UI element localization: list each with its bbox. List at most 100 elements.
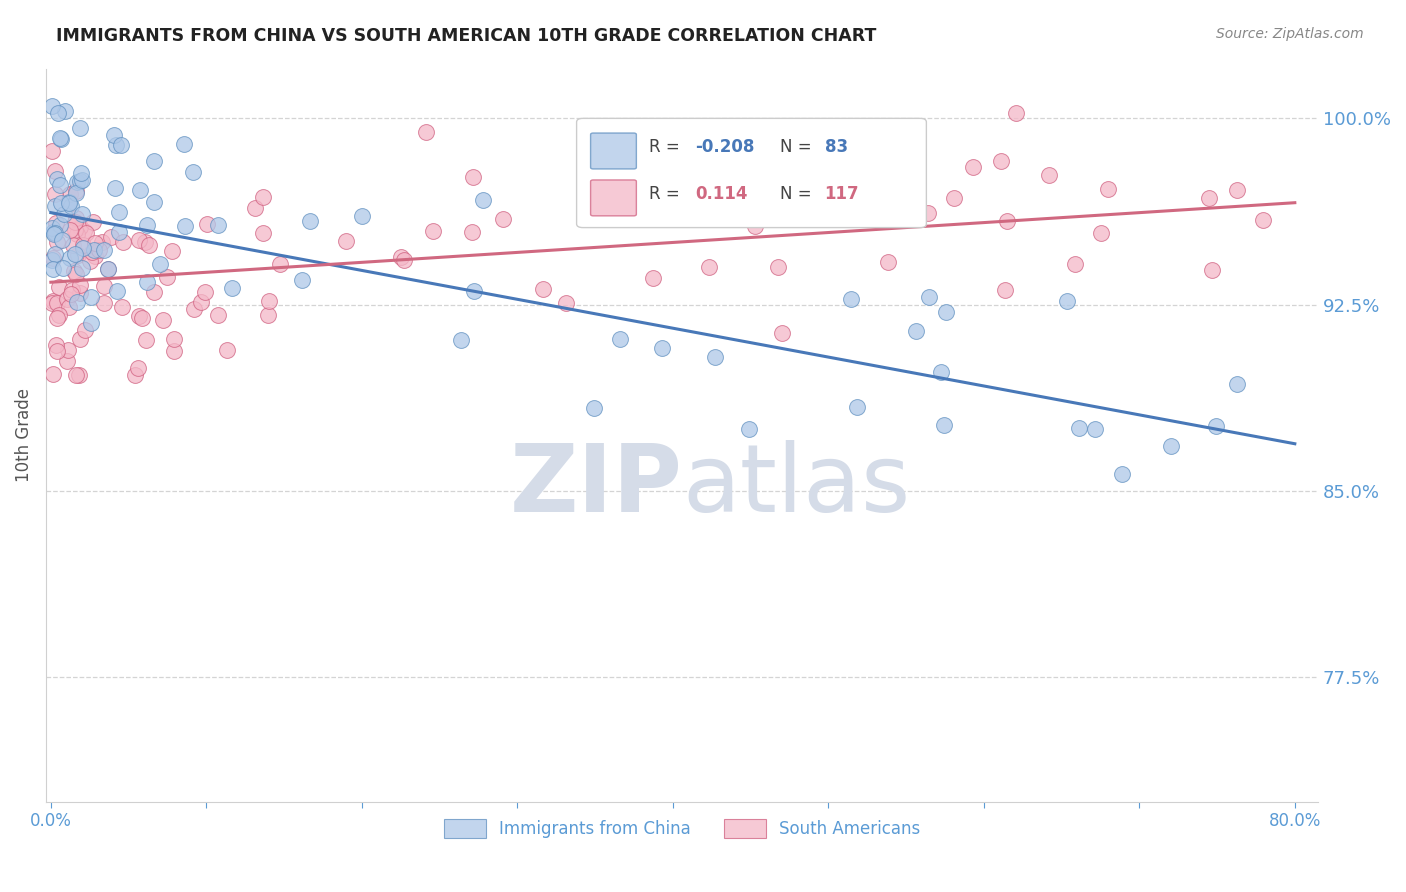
Point <box>207 218 229 232</box>
Point <box>42 252 65 266</box>
Point <box>934 417 956 432</box>
Point <box>65 247 87 261</box>
Point <box>45 338 67 352</box>
FancyBboxPatch shape <box>591 133 637 169</box>
Point <box>143 285 166 299</box>
Point <box>60 199 83 213</box>
Point <box>492 211 515 226</box>
Text: 83: 83 <box>825 138 848 156</box>
Point <box>593 170 616 185</box>
Point <box>41 294 63 309</box>
Point <box>44 164 66 178</box>
Point <box>70 166 93 180</box>
Point <box>194 285 217 299</box>
Point <box>962 161 984 175</box>
Point <box>942 191 965 205</box>
Point <box>84 235 107 250</box>
Point <box>45 171 67 186</box>
Point <box>49 218 72 232</box>
Point <box>163 332 186 346</box>
Point <box>80 244 103 259</box>
Point <box>1251 212 1274 227</box>
Text: R =: R = <box>650 186 685 203</box>
Point <box>58 300 80 314</box>
Point <box>128 183 150 197</box>
Point <box>173 137 195 152</box>
Point <box>1201 263 1223 277</box>
Point <box>163 343 186 358</box>
Text: IMMIGRANTS FROM CHINA VS SOUTH AMERICAN 10TH GRADE CORRELATION CHART: IMMIGRANTS FROM CHINA VS SOUTH AMERICAN … <box>56 27 876 45</box>
Point <box>75 227 97 241</box>
Point <box>152 313 174 327</box>
Point <box>105 285 128 299</box>
Point <box>44 246 66 260</box>
Point <box>995 213 1018 227</box>
Point <box>905 324 928 338</box>
Point <box>60 286 83 301</box>
Point <box>1226 183 1249 197</box>
Point <box>82 214 104 228</box>
Point <box>66 227 89 241</box>
Point <box>97 262 120 277</box>
Point <box>935 305 957 319</box>
Point <box>1205 419 1227 434</box>
Point <box>269 257 291 271</box>
Point <box>651 342 673 356</box>
Point <box>207 308 229 322</box>
Point <box>72 241 94 255</box>
Point <box>135 275 157 289</box>
Point <box>45 296 67 310</box>
Point <box>73 224 96 238</box>
Point <box>56 343 79 357</box>
Legend: Immigrants from China, South Americans: Immigrants from China, South Americans <box>437 812 927 845</box>
Point <box>51 233 73 247</box>
Point <box>46 235 69 249</box>
Y-axis label: 10th Grade: 10th Grade <box>15 388 32 482</box>
Text: N =: N = <box>780 138 817 156</box>
Text: Source: ZipAtlas.com: Source: ZipAtlas.com <box>1216 27 1364 41</box>
Point <box>41 99 63 113</box>
Point <box>83 249 105 263</box>
Point <box>1226 376 1249 391</box>
Point <box>69 278 91 293</box>
Point <box>52 260 75 275</box>
Point <box>41 145 63 159</box>
Point <box>931 365 953 379</box>
Point <box>744 219 766 234</box>
Point <box>59 251 82 265</box>
Point <box>63 222 86 236</box>
Point <box>48 280 70 294</box>
Point <box>450 333 472 347</box>
Point <box>44 199 66 213</box>
Point <box>59 187 82 202</box>
Point <box>299 214 322 228</box>
Text: -0.208: -0.208 <box>695 138 754 156</box>
Point <box>97 262 120 277</box>
Point <box>104 180 127 194</box>
Point <box>45 310 67 325</box>
Point <box>190 294 212 309</box>
Point <box>42 227 65 241</box>
Point <box>41 252 63 267</box>
Text: ZIP: ZIP <box>509 441 682 533</box>
Point <box>51 195 73 210</box>
Point <box>389 250 412 264</box>
Point <box>111 300 134 314</box>
Point <box>91 235 114 249</box>
Point <box>48 178 70 193</box>
Point <box>1005 105 1028 120</box>
Point <box>65 211 87 225</box>
Point <box>415 124 437 138</box>
Point <box>65 368 87 382</box>
Point <box>917 206 939 220</box>
Point <box>65 267 87 281</box>
Point <box>59 223 82 237</box>
Point <box>156 270 179 285</box>
Text: R =: R = <box>650 138 685 156</box>
Point <box>87 244 110 258</box>
Point <box>994 283 1017 297</box>
Point <box>79 290 101 304</box>
Point <box>66 175 89 189</box>
Point <box>609 332 631 346</box>
Point <box>472 193 495 207</box>
